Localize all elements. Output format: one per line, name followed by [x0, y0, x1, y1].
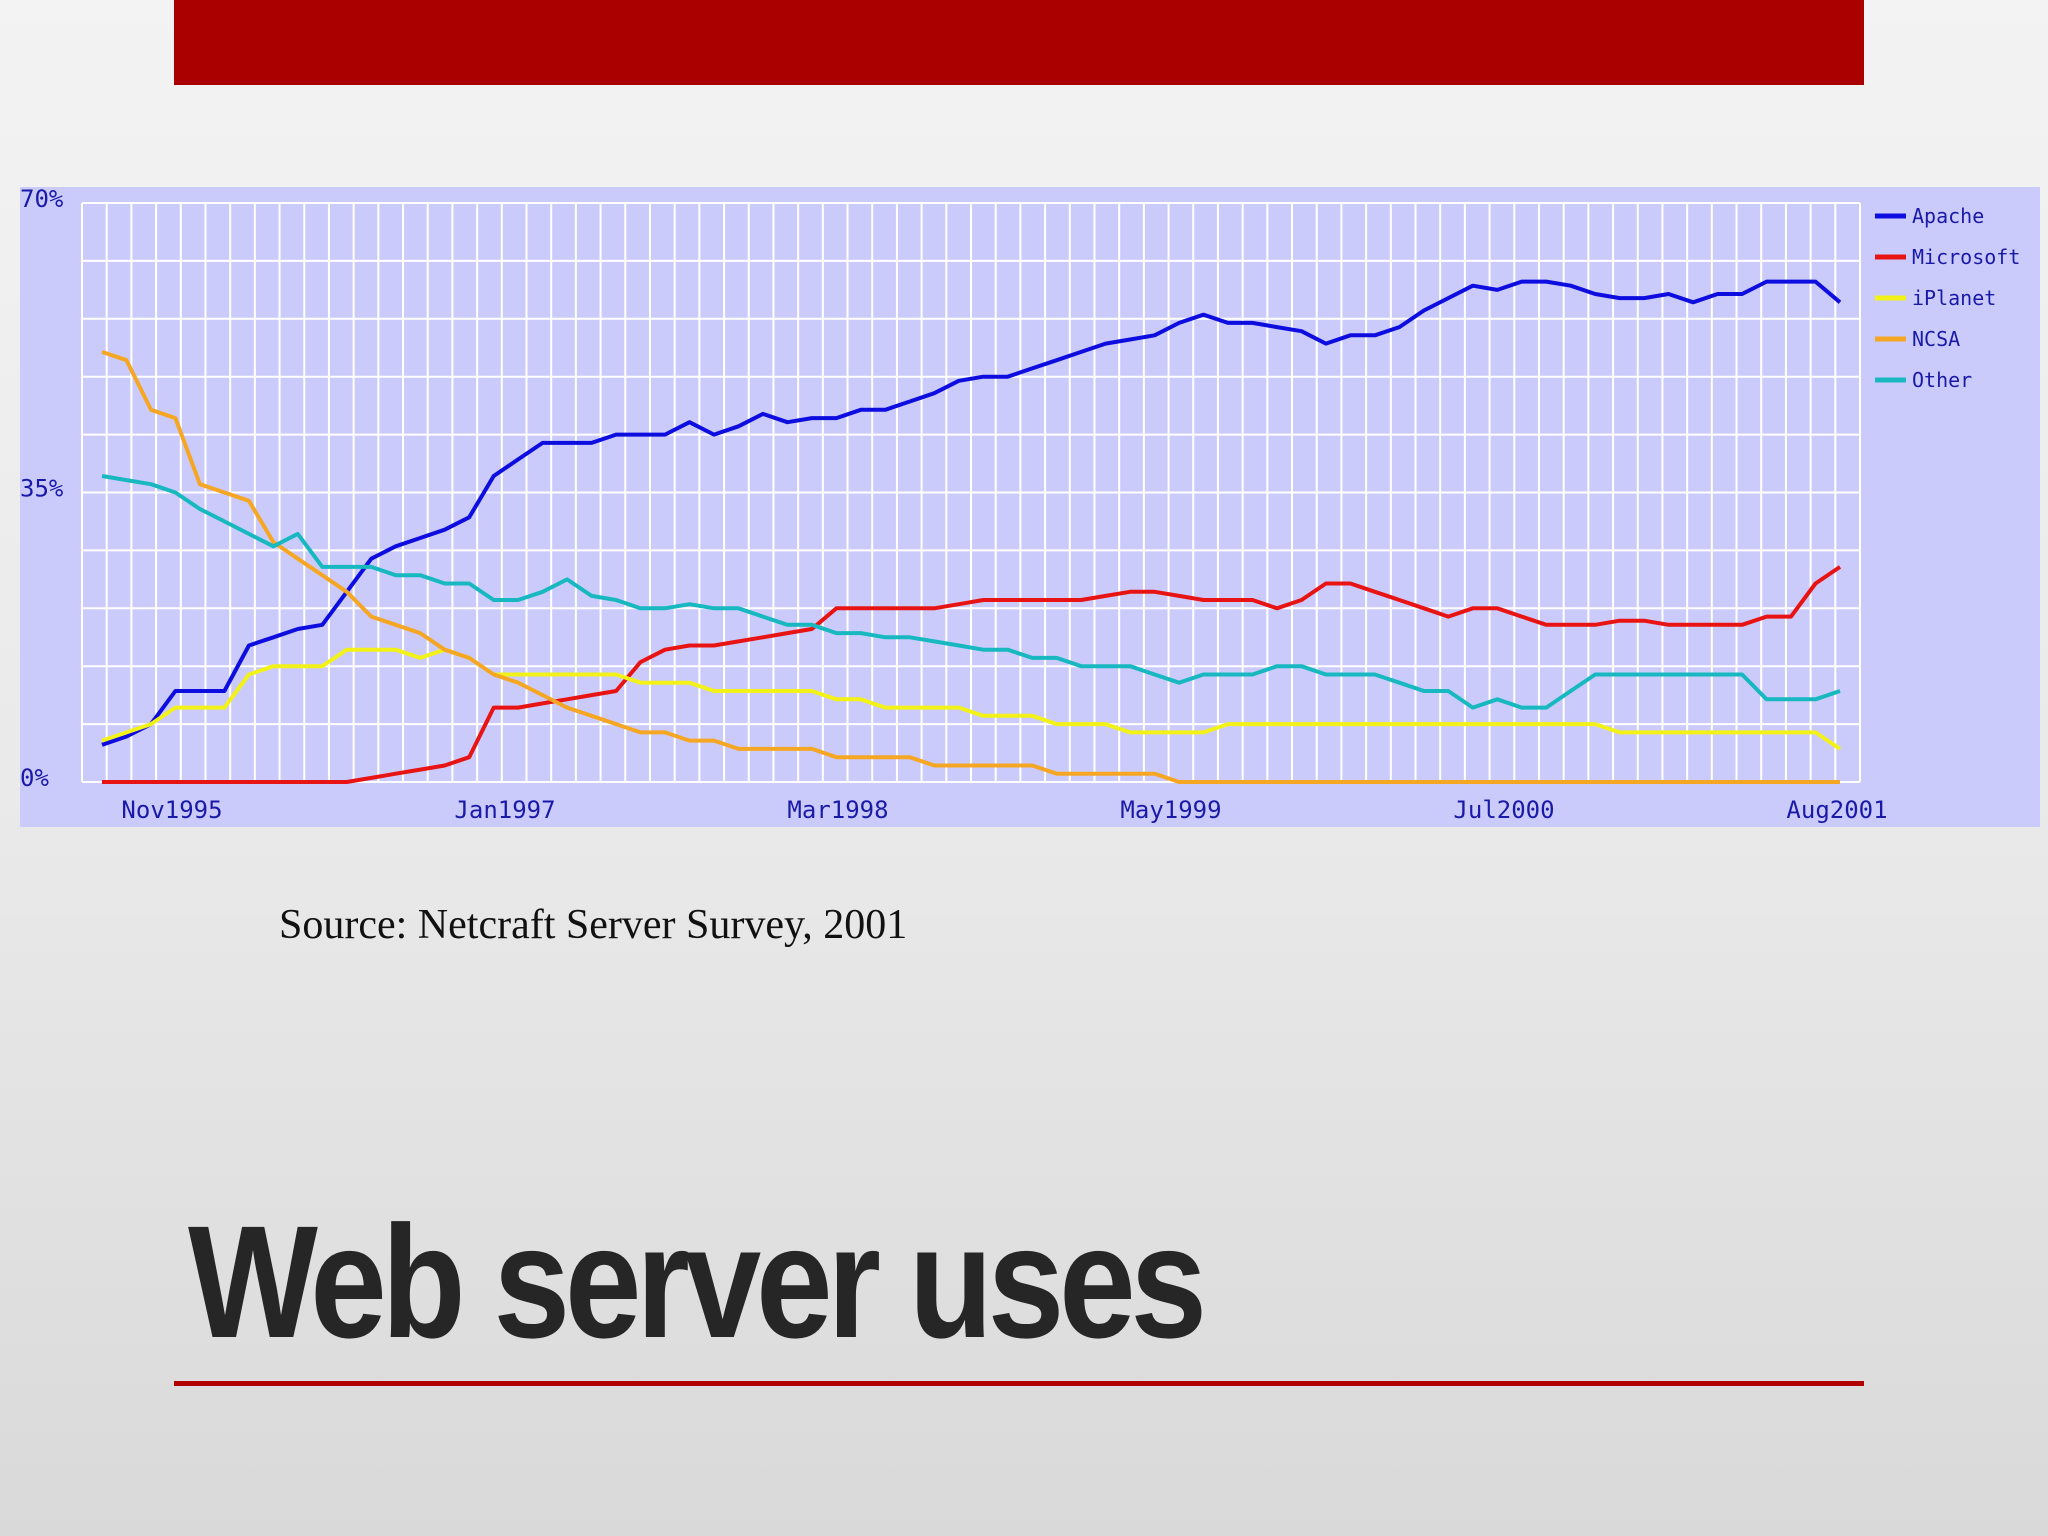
x-tick-label: Nov1995 — [121, 796, 222, 824]
x-tick-label: Aug2001 — [1786, 796, 1887, 824]
title-underline — [174, 1381, 1864, 1386]
legend-label: Apache — [1912, 204, 1984, 228]
server-share-chart: 70% 35% 0% Nov1995 Jan1997 Mar1998 May1999 Jul2… — [20, 187, 2040, 827]
x-tick-label: Jan1997 — [454, 796, 555, 824]
x-tick-label: May1999 — [1120, 796, 1221, 824]
title-accent-bar — [174, 0, 1864, 85]
y-tick-label: 70% — [20, 187, 64, 213]
series-line-other — [101, 474, 1841, 710]
legend-label: NCSA — [1912, 327, 1960, 351]
legend-label: Other — [1912, 368, 1972, 392]
line-chart-svg: 70% 35% 0% Nov1995 Jan1997 Mar1998 May1999 Jul2… — [20, 187, 2020, 824]
page-title: Web server uses — [188, 1192, 1207, 1371]
y-tick-label: 0% — [20, 764, 49, 792]
source-caption: Source: Netcraft Server Survey, 2001 — [279, 902, 908, 948]
series-line-microsoft — [102, 565, 1842, 784]
x-tick-label: Jul2000 — [1453, 796, 1554, 824]
legend-label: iPlanet — [1912, 286, 1996, 310]
y-tick-label: 35% — [20, 475, 64, 503]
series-line-apache — [101, 279, 1842, 747]
series-line-ncsa — [101, 350, 1840, 784]
legend-label: Microsoft — [1912, 245, 2020, 269]
x-tick-label: Mar1998 — [787, 796, 888, 824]
series-line-iplanet — [101, 647, 1842, 751]
